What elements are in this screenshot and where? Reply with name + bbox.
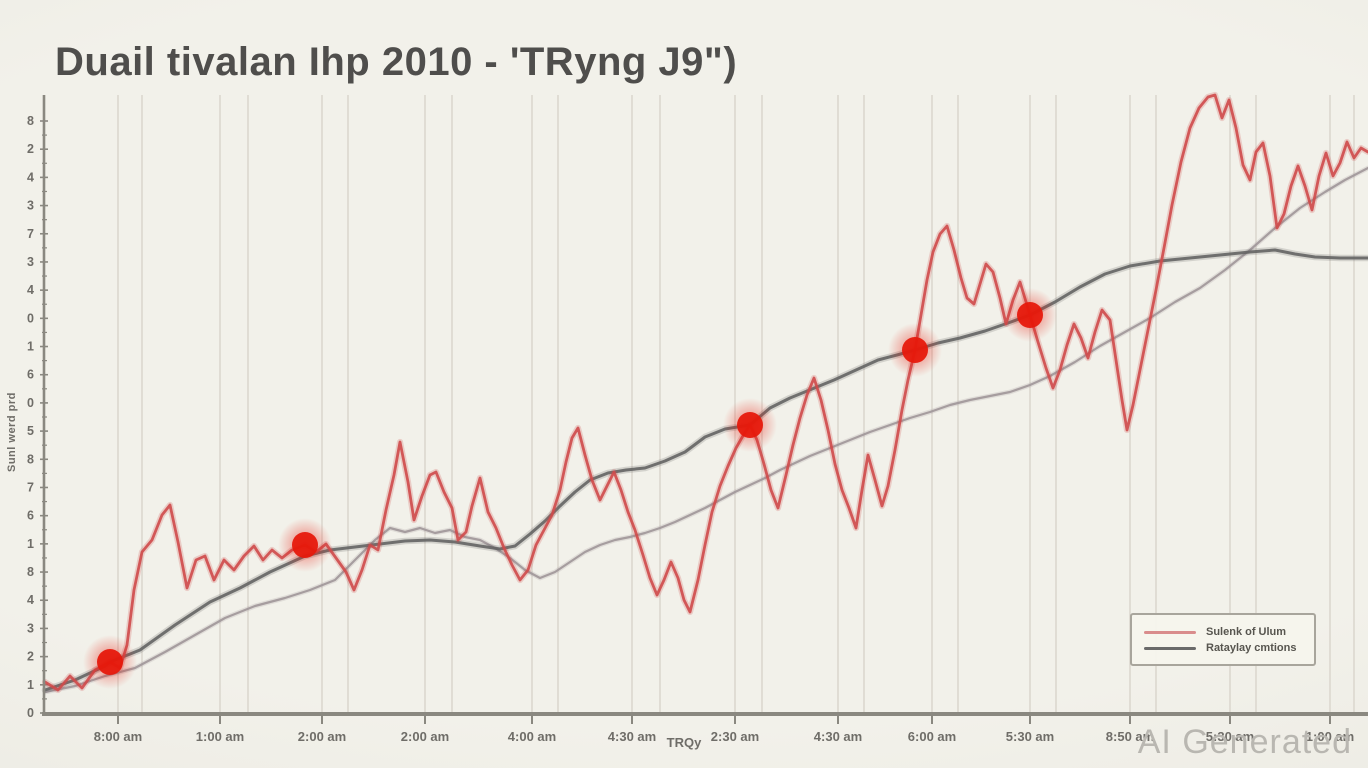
secondary-line (43, 166, 1368, 694)
x-tick-label: 5:30 am (1006, 729, 1054, 744)
chart-title: Duail tivalan Ihp 2010 - 'TRyng J9") (55, 40, 738, 84)
highlight-dot (902, 337, 928, 363)
x-tick-label: 6:00 am (908, 729, 956, 744)
x-tick-label: 1:00 am (1306, 729, 1354, 744)
legend-line-sample-red (1144, 630, 1196, 634)
y-tick-label: 1 (27, 537, 34, 551)
legend-item: Sulenk of Ulum (1144, 624, 1304, 640)
legend: Sulenk of Ulum Rataylay cmtions (1130, 613, 1316, 666)
y-tick-label: 8 (27, 114, 34, 128)
y-tick-label: 5 (27, 424, 34, 438)
x-tick-label: 8:50 am (1106, 729, 1154, 744)
x-tick-label: 4:00 am (508, 729, 556, 744)
y-tick-label: 2 (27, 142, 34, 156)
y-tick-label: 4 (27, 170, 34, 184)
Sulenk of Ulum-line-halo (41, 91, 1368, 694)
legend-label: Sulenk of Ulum (1206, 626, 1287, 638)
y-tick-label: 8 (27, 565, 34, 579)
y-tick-label: 7 (27, 480, 34, 494)
x-tick-label: 5:30 am (1206, 729, 1254, 744)
y-tick-label: 2 (27, 650, 34, 664)
y-tick-label: 7 (27, 227, 34, 241)
y-tick-label: 1 (27, 678, 34, 692)
legend-item: Rataylay cmtions (1144, 640, 1304, 656)
highlight-dot (292, 532, 318, 558)
highlight-dot (97, 649, 123, 675)
y-tick-label: 4 (27, 593, 34, 607)
x-tick-label: 4:30 am (814, 729, 862, 744)
y-tick-label: 0 (27, 396, 34, 410)
x-axis-title: TRQy (667, 735, 702, 750)
y-tick-label: 3 (27, 199, 34, 213)
y-tick-label: 0 (27, 311, 34, 325)
ai-generated-watermark: AI Generated (1137, 723, 1352, 761)
y-tick-label: 1 (27, 340, 34, 354)
y-tick-label: 3 (27, 621, 34, 635)
x-tick-label: 2:30 am (711, 729, 759, 744)
y-tick-label: 6 (27, 509, 34, 523)
x-tick-label: 8:00 am (94, 729, 142, 744)
y-tick-label: 6 (27, 368, 34, 382)
y-tick-label: 3 (27, 255, 34, 269)
highlight-dot (737, 412, 763, 438)
y-tick-label: 0 (27, 706, 34, 720)
x-tick-label: 2:00 am (298, 729, 346, 744)
x-tick-label: 4:30 am (608, 729, 656, 744)
legend-line-sample-gray (1144, 646, 1196, 650)
Sulenk of Ulum-line (43, 93, 1368, 692)
x-tick-label: 1:00 am (196, 729, 244, 744)
y-axis-title: Sunl werd prd (6, 392, 18, 472)
y-tick-label: 4 (27, 283, 34, 297)
highlight-dot (1017, 302, 1043, 328)
legend-label: Rataylay cmtions (1206, 642, 1297, 654)
y-tick-label: 8 (27, 452, 34, 466)
x-tick-label: 2:00 am (401, 729, 449, 744)
